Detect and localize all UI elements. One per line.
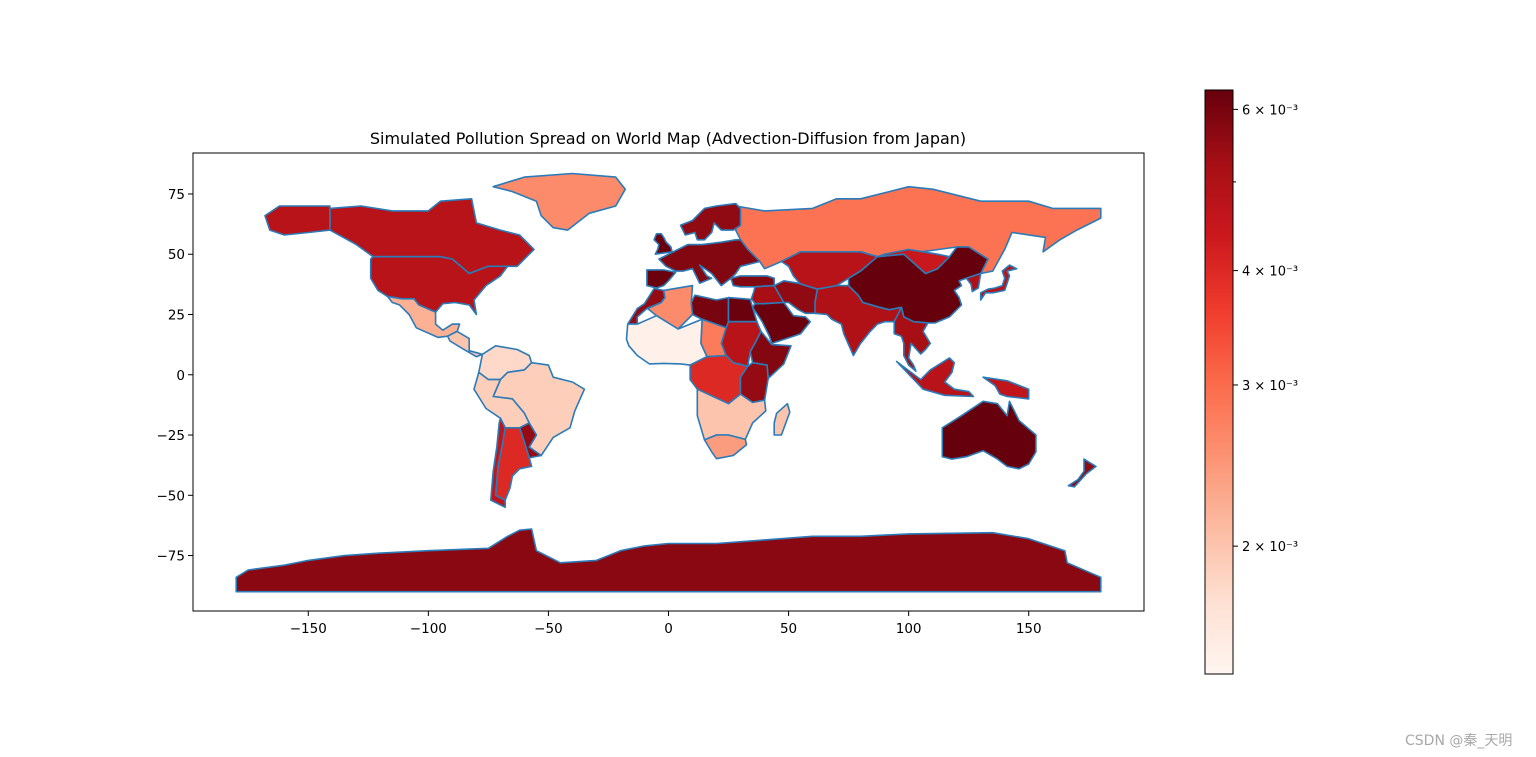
x-tick-label: −50 — [534, 621, 563, 637]
watermark: CSDN @秦_天明 — [1405, 733, 1513, 749]
region-uk — [653, 233, 673, 255]
chart-title: Simulated Pollution Spread on World Map … — [370, 129, 966, 148]
region-west-africa — [625, 314, 708, 366]
region-central-america — [446, 330, 484, 358]
colorbar-tick-label: 4 × 10⁻³ — [1242, 265, 1298, 280]
region-korea — [965, 272, 982, 293]
x-axis: −150 −100 −50 0 50 100 150 — [290, 611, 1042, 637]
y-tick-label: 25 — [168, 308, 185, 324]
y-tick-label: −50 — [157, 488, 186, 504]
region-mongolia — [876, 248, 951, 275]
x-tick-label: −100 — [410, 621, 447, 637]
x-tick-label: −150 — [290, 621, 327, 637]
region-ethiopia-horn — [749, 330, 792, 380]
y-tick-label: −75 — [157, 549, 186, 565]
x-tick-label: 150 — [1016, 621, 1042, 637]
region-europe — [658, 239, 761, 287]
colorbar-tick-label: 3 × 10⁻³ — [1242, 379, 1298, 394]
colorbar-tick-label: 2 × 10⁻³ — [1242, 540, 1298, 555]
x-tick-label: 100 — [896, 621, 922, 637]
y-tick-label: 0 — [176, 368, 185, 384]
region-alaska — [264, 205, 331, 236]
region-australia — [941, 400, 1037, 470]
region-new-zealand — [1067, 458, 1097, 488]
region-mexico — [386, 295, 461, 339]
colorbar-ticks: 6 × 10⁻³ 4 × 10⁻³ 3 × 10⁻³ 2 × 10⁻³ — [1233, 103, 1298, 555]
region-madagascar — [773, 402, 791, 436]
x-tick-label: 0 — [664, 621, 673, 637]
region-turkey — [730, 275, 776, 288]
region-papua-new-guinea — [982, 376, 1030, 400]
region-chile — [489, 417, 507, 509]
region-southeast-asia — [893, 306, 932, 373]
region-iberia — [646, 269, 677, 289]
colorbar-tick-label: 6 × 10⁻³ — [1242, 103, 1298, 118]
map-layer — [235, 172, 1102, 593]
region-scandinavia — [679, 202, 742, 241]
colorbar: 6 × 10⁻³ 4 × 10⁻³ 3 × 10⁻³ 2 × 10⁻³ — [1204, 89, 1298, 675]
y-axis: 75 50 25 0 −25 −50 −75 — [157, 187, 193, 565]
region-japan — [979, 264, 1018, 301]
region-antarctica — [235, 528, 1102, 593]
y-tick-label: 75 — [168, 187, 185, 203]
region-egypt — [727, 296, 758, 323]
region-greenland — [492, 172, 627, 231]
x-tick-label: 50 — [780, 621, 797, 637]
region-indonesia — [895, 357, 975, 398]
y-tick-label: −25 — [157, 428, 186, 444]
colorbar-gradient — [1204, 89, 1234, 675]
region-south-africa — [703, 434, 748, 460]
y-tick-label: 50 — [168, 247, 185, 263]
